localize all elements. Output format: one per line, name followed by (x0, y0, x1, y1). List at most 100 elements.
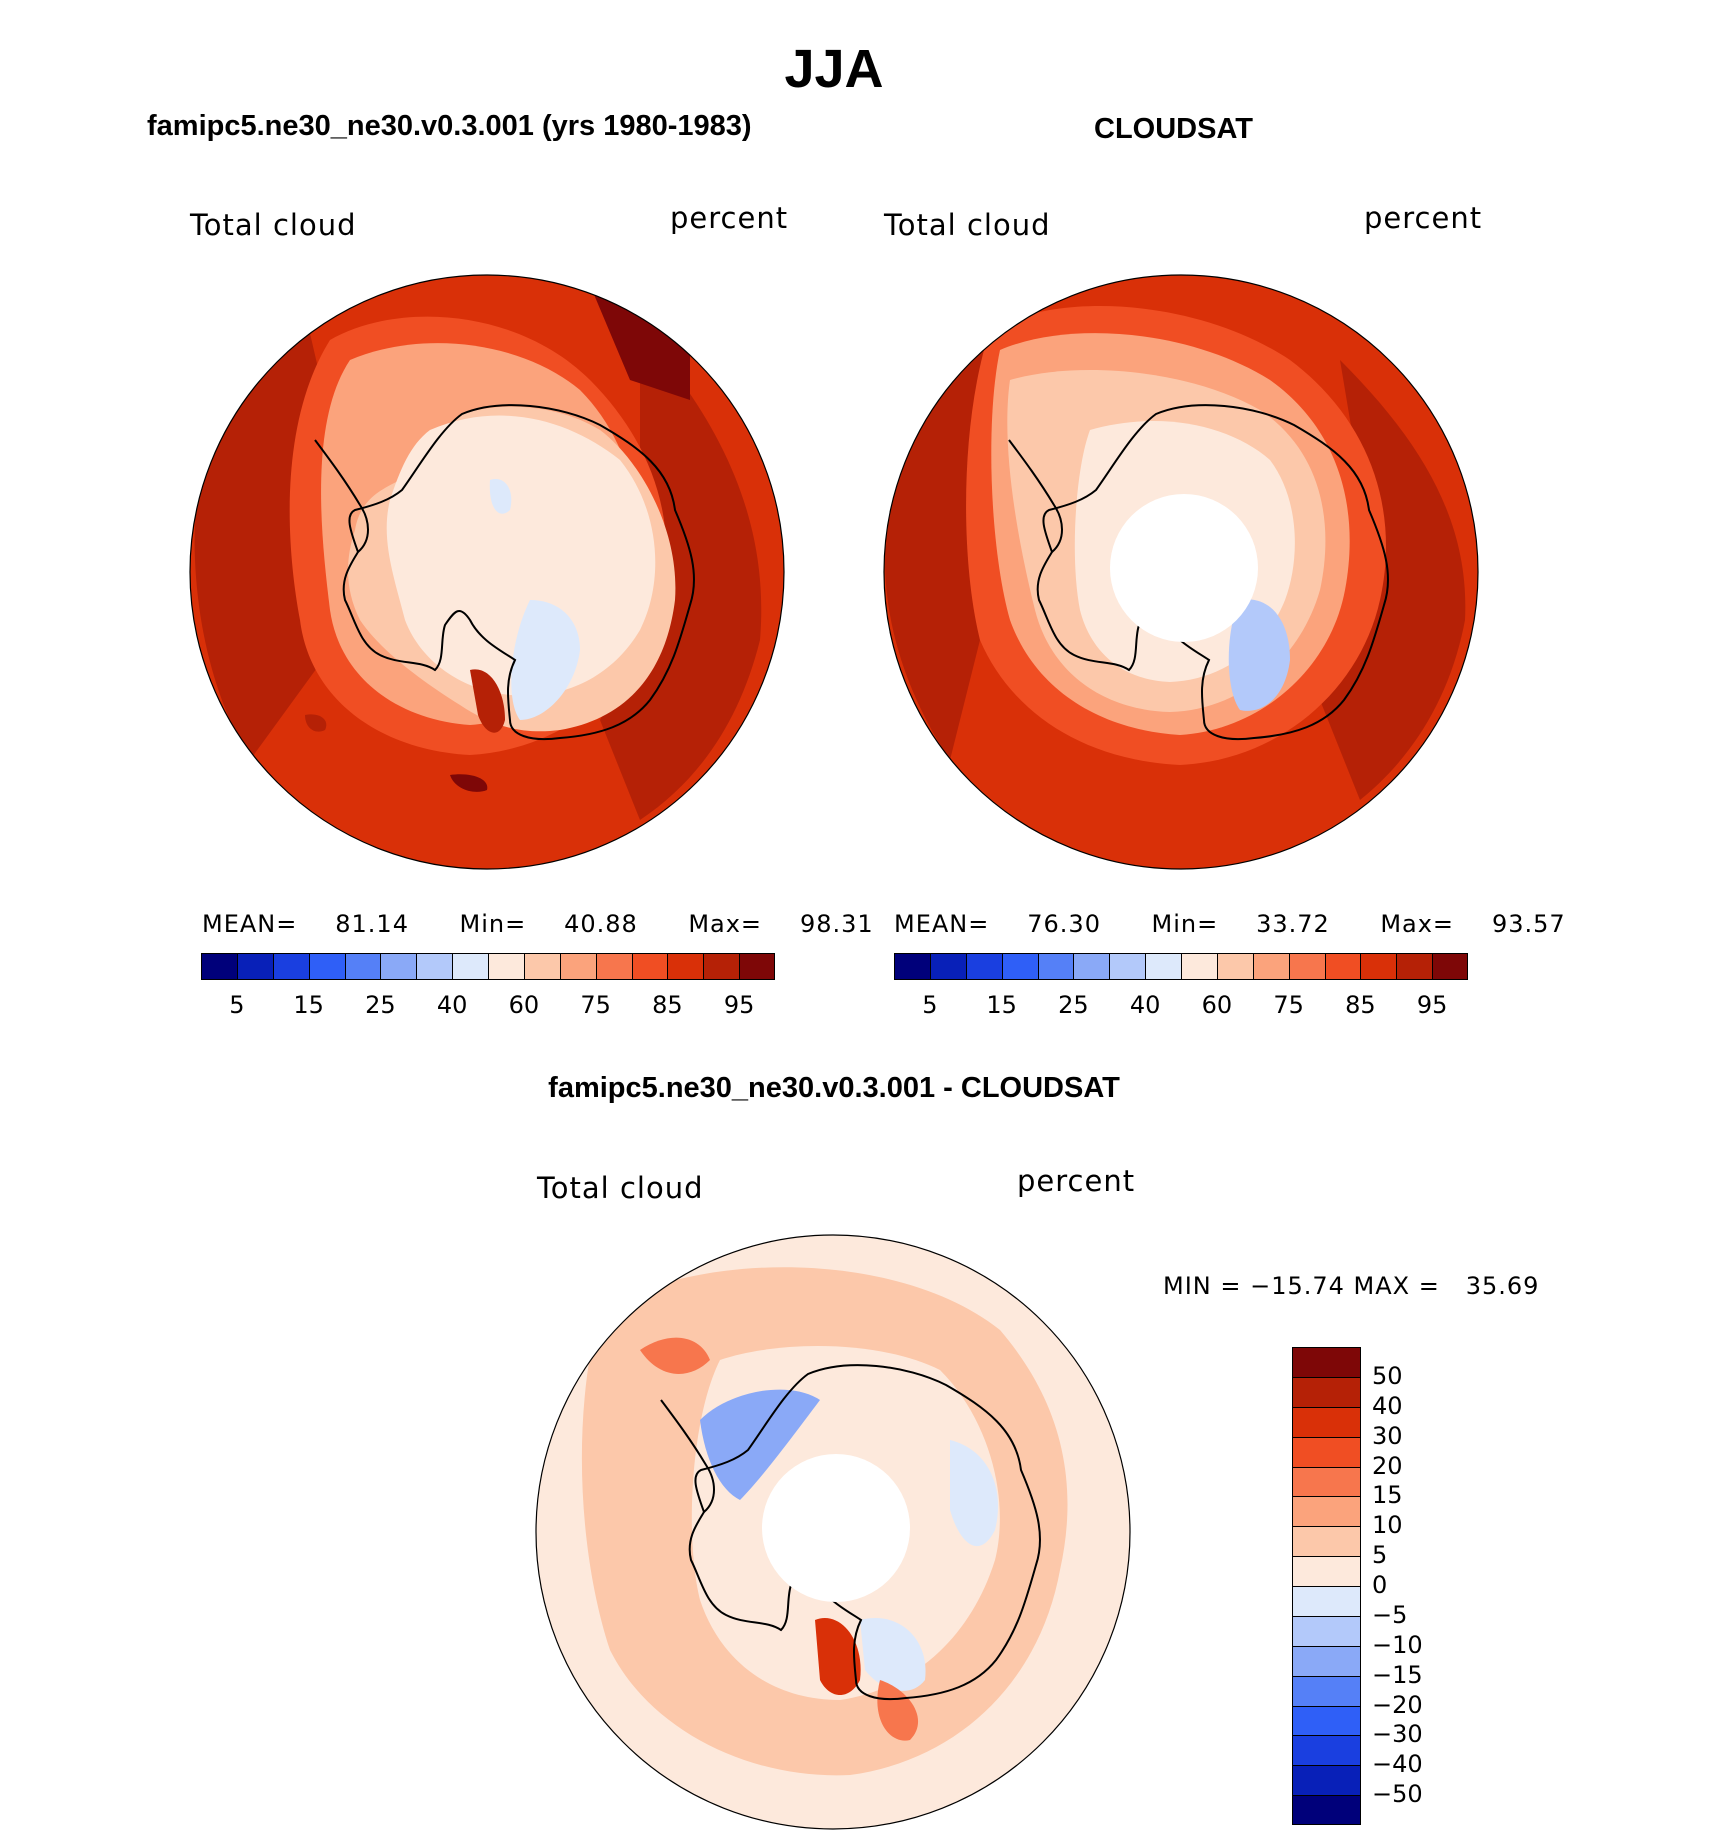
panel2-negative-patch (1228, 599, 1290, 711)
colorbar-cell (631, 953, 668, 980)
panel1-map-border (189, 274, 785, 870)
colorbar-cell (416, 953, 453, 980)
colorbar-tick-label: 0 (1372, 1571, 1388, 1599)
panel3-variable-label: Total cloud (537, 1171, 704, 1205)
panel1-mean-label: MEAN= (202, 910, 298, 938)
colorbar-cell (1292, 1765, 1361, 1796)
colorbar-cell (1252, 953, 1289, 980)
panel3-units-label: percent (1017, 1164, 1136, 1198)
colorbar-cell (1292, 1675, 1361, 1706)
panel3-map-border (535, 1234, 1131, 1830)
panel2-band-east (1320, 360, 1466, 800)
colorbar-tick-label: 15 (293, 991, 324, 1019)
colorbar-tick-label: −20 (1372, 1690, 1423, 1719)
panel1-negative-patch-small (489, 479, 512, 514)
panel2-min-label: Min= (1151, 910, 1219, 938)
panel2-peninsula-coast (1008, 439, 1063, 553)
colorbar-tick-label: −10 (1372, 1630, 1423, 1659)
colorbar-cell (1181, 953, 1217, 980)
colorbar-cell (1292, 1436, 1361, 1467)
colorbar-tick-label: 5 (229, 991, 245, 1019)
panel1-min-value: 40.88 (564, 910, 638, 938)
colorbar-tick-label: 75 (580, 991, 611, 1019)
colorbar-tick-label: 25 (1058, 991, 1089, 1019)
colorbar-tick-label: 40 (436, 991, 468, 1019)
panel2-colorbar-cells (894, 953, 1468, 980)
colorbar-cell (1292, 1406, 1361, 1437)
colorbar-cell (1292, 1705, 1361, 1736)
panel3-range-text: MIN = −15.74 MAX = 35.69 (1163, 1272, 1540, 1300)
colorbar-cell (1292, 1347, 1361, 1377)
colorbar-cell (1292, 1586, 1361, 1616)
panel2-units-label: percent (1364, 201, 1483, 235)
panel1-colorbar (201, 953, 775, 980)
colorbar-cell (965, 953, 1002, 980)
colorbar-cell (1292, 1376, 1361, 1407)
colorbar-tick-label: 60 (508, 991, 540, 1019)
colorbar-tick-label: 10 (1372, 1511, 1403, 1540)
colorbar-tick-label: 50 (1372, 1361, 1403, 1390)
panel2-max-label: Max= (1380, 910, 1455, 938)
colorbar-cell (452, 953, 488, 980)
colorbar-cell (201, 953, 237, 980)
colorbar-cell (236, 953, 273, 980)
panel2-map-border (883, 274, 1479, 870)
panel2-antarctica-coast (1036, 404, 1390, 741)
panel1-negative-patch (511, 600, 580, 720)
panel1-antarctica-coast (342, 404, 696, 741)
panel1-spot-b (450, 774, 488, 792)
colorbar-tick-label: −50 (1372, 1780, 1423, 1809)
colorbar-cell (1396, 953, 1433, 980)
panel2-colorbar (894, 953, 1468, 980)
colorbar-cell (595, 953, 632, 980)
colorbar-tick-label: 15 (1372, 1481, 1403, 1510)
panel3-positive-max-patch (815, 1618, 861, 1695)
panel2-stats: MEAN= 76.30 Min= 33.72 Max= 93.57 (894, 910, 1566, 938)
colorbar-tick-label: −5 (1372, 1600, 1408, 1629)
panel1-min-label: Min= (459, 910, 527, 938)
panel3-positive-patch-b (877, 1680, 919, 1741)
colorbar-tick-label: −30 (1372, 1720, 1423, 1749)
panel1-mean-value: 81.14 (335, 910, 409, 938)
panel1-dark-streak (470, 669, 505, 733)
panel3-antarctica-coast (688, 1364, 1042, 1701)
colorbar-cell (559, 953, 596, 980)
panel3-missing-data-hole (762, 1454, 910, 1602)
panel1-heading: famipc5.ne30_ne30.v0.3.001 (yrs 1980-198… (147, 110, 752, 142)
colorbar-cell (488, 953, 524, 980)
panel3-negative-patch-east (950, 1440, 998, 1547)
colorbar-tick-label: 30 (1372, 1421, 1403, 1450)
colorbar-cell (894, 953, 930, 980)
colorbar-tick-label: −15 (1372, 1660, 1423, 1689)
panel1-map (190, 275, 784, 869)
panel1-continent-field (386, 415, 656, 696)
panel2-missing-data-hole (1110, 494, 1258, 642)
colorbar-cell (1292, 1615, 1361, 1646)
colorbar-cell (1145, 953, 1181, 980)
panel2-mean-value: 76.30 (1027, 910, 1101, 938)
colorbar-cell (1432, 953, 1468, 980)
panel2-mean-label: MEAN= (894, 910, 990, 938)
colorbar-cell (1216, 953, 1253, 980)
colorbar-tick-label: 40 (1372, 1391, 1403, 1420)
panel2-heading: CLOUDSAT (1094, 113, 1253, 145)
colorbar-cell (272, 953, 309, 980)
colorbar-cell (1292, 1795, 1361, 1825)
panel3-positive-patch-a (640, 1337, 710, 1374)
colorbar-tick-label: 95 (1416, 991, 1448, 1019)
colorbar-cell (1292, 1645, 1361, 1676)
page-title: JJA (784, 39, 884, 99)
colorbar-cell (1292, 1735, 1361, 1766)
colorbar-cell (1292, 1526, 1361, 1557)
colorbar-tick-label: 40 (1129, 991, 1161, 1019)
colorbar-cell (1109, 953, 1146, 980)
colorbar-cell (1288, 953, 1325, 980)
panel1-spot-a (305, 714, 327, 732)
colorbar-tick-label: 15 (986, 991, 1017, 1019)
panel3-negative-patch-west (700, 1389, 820, 1500)
colorbar-cell (1292, 1556, 1361, 1586)
colorbar-tick-label: 85 (652, 991, 683, 1019)
colorbar-tick-label: 25 (365, 991, 396, 1019)
colorbar-cell (1001, 953, 1038, 980)
